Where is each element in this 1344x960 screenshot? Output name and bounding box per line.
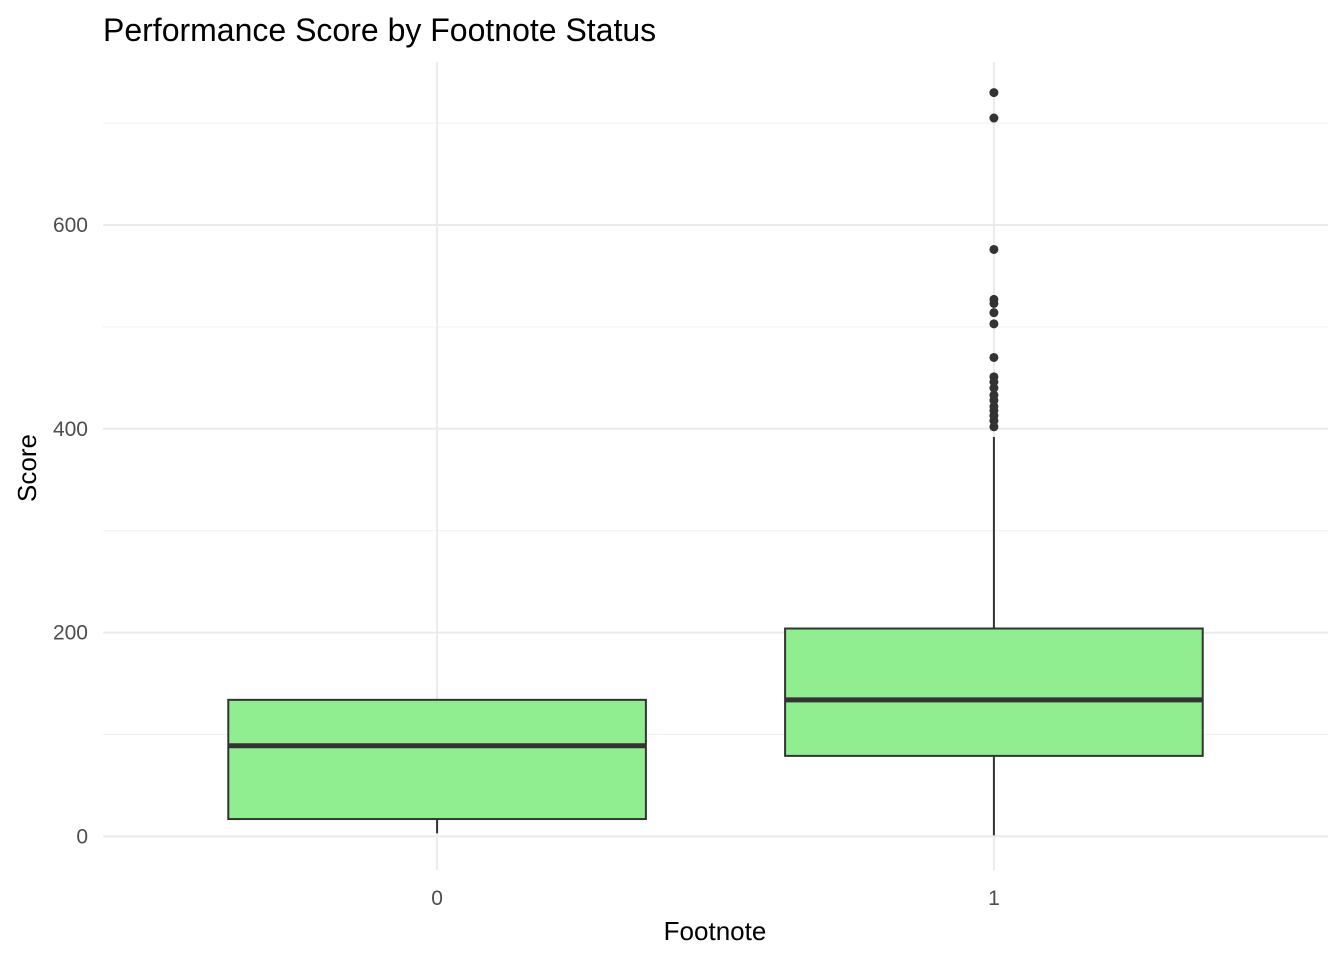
outlier-point <box>989 244 999 254</box>
box-group-0 <box>227 698 647 834</box>
box-group-1 <box>784 88 1204 836</box>
outlier-point <box>989 113 999 123</box>
outlier-point <box>989 294 999 304</box>
y-tick-label: 200 <box>53 622 88 645</box>
tick-labels: 0 200 400 600 0 1 <box>53 214 1000 910</box>
outlier-point <box>989 390 999 400</box>
outlier-point <box>989 372 999 382</box>
outlier-point <box>989 352 999 362</box>
y-tick-label: 0 <box>76 825 88 848</box>
outlier-point <box>989 88 999 98</box>
y-tick-label: 600 <box>53 214 88 237</box>
x-tick-label: 1 <box>988 887 1000 910</box>
chart-title: Performance Score by Footnote Status <box>103 12 656 48</box>
y-tick-label: 400 <box>53 418 88 441</box>
box-layer <box>227 88 1204 836</box>
outlier-point <box>989 308 999 318</box>
box-iqr <box>784 627 1204 757</box>
y-axis-title: Score <box>12 434 42 502</box>
outlier-point <box>989 319 999 329</box>
x-axis-title: Footnote <box>664 916 767 946</box>
box-iqr <box>227 698 647 821</box>
x-tick-label: 0 <box>431 887 443 910</box>
